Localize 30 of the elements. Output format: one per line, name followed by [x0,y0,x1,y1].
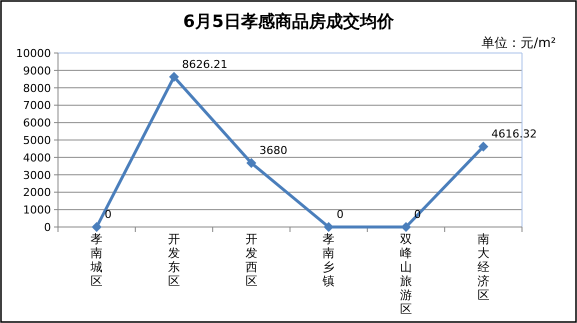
data-label: 0 [104,208,112,221]
y-tick-label: 7000 [23,99,51,112]
y-tick-label: 1000 [23,204,51,217]
x-tick-label: 南大经济区 [477,232,490,302]
x-tick-label: 开发东区 [168,232,180,288]
point [169,72,179,82]
point [324,222,334,232]
y-tick-label: 2000 [23,186,51,200]
chart-title: 6月5日孝感商品房成交均价 [183,12,395,32]
y-tick-label: 5000 [23,134,51,147]
y-tick-label: 8000 [23,82,51,95]
point [92,222,102,232]
text: 单位：元/m² [482,36,556,51]
point [478,142,488,152]
x-tick-label: 孝南城区 [90,232,103,288]
y-tick-label: 10000 [16,47,51,60]
y-tick-label: 3000 [23,168,51,182]
x-tick-label: 开发西区 [245,232,258,288]
y-tick-label: 0 [44,221,51,234]
y-tick-label: 9000 [23,64,51,78]
data-label: 3680 [259,144,288,157]
point [246,158,256,168]
x-tick-label: 孝南乡镇 [322,232,335,288]
data-label: 4616.32 [491,128,537,141]
y-tick-label: 4000 [23,151,51,164]
x-tick-label: 双峰山旅游区 [400,232,412,316]
point [401,222,411,232]
y-tick-label: 6000 [23,116,51,130]
data-label: 0 [336,208,344,221]
data-label: 8626.21 [182,58,228,71]
